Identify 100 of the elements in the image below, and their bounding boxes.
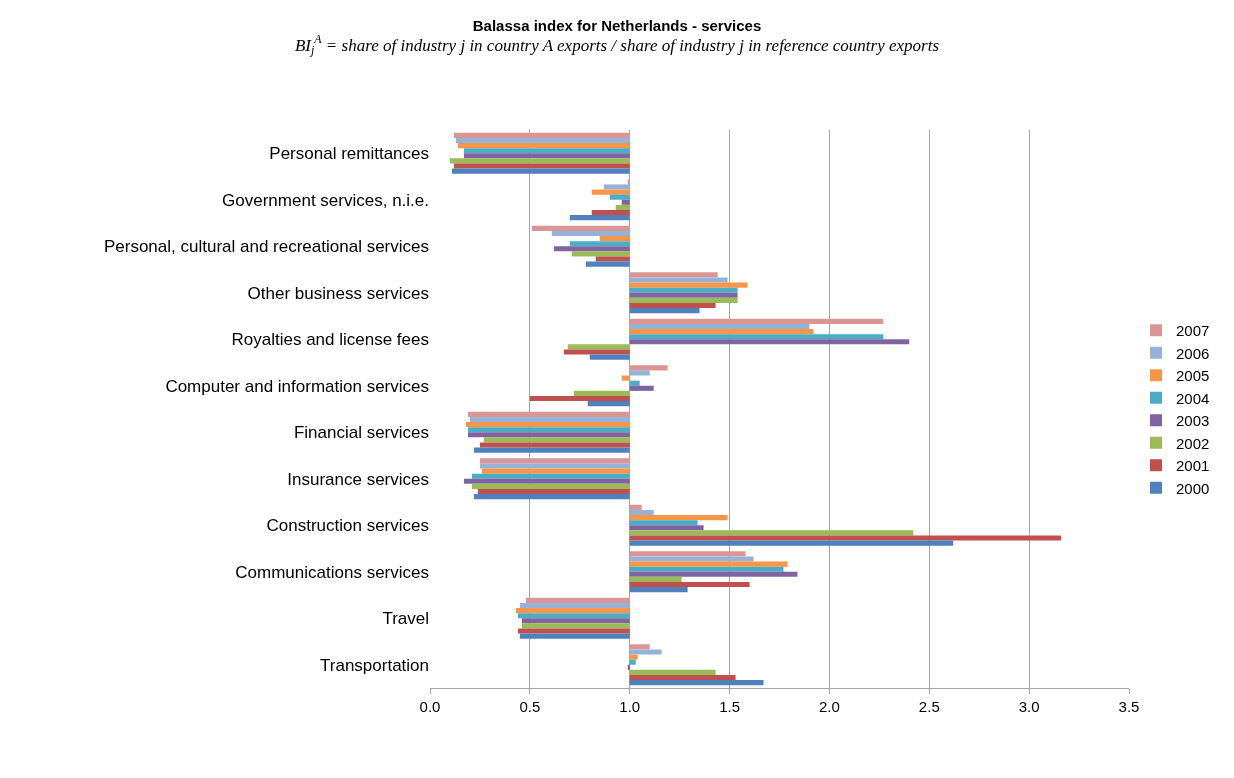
bar [629,649,662,655]
y-tick-label: Insurance services [287,469,429,489]
bar [629,520,698,526]
y-tick-label: Construction services [266,516,429,536]
bar [515,608,630,614]
bar [629,272,718,278]
bar [457,143,630,149]
bar [479,442,630,448]
bar [463,148,630,154]
bar [521,623,630,629]
bar [629,302,716,309]
x-tick-label: 0.5 [519,698,541,715]
legend-label: 2006 [1175,344,1210,362]
bar [551,230,630,237]
bar [591,209,630,216]
bar [453,132,630,138]
bar [587,401,630,407]
bar [629,571,798,577]
bar [569,215,630,221]
y-tick-label: Communications services [235,562,429,582]
bar [589,354,630,360]
bar [629,535,1062,541]
bar [615,204,630,210]
bar [629,329,814,335]
y-tick-label: Government services, n.i.e. [222,190,429,210]
bar [629,551,746,557]
bar [629,515,728,521]
bar [471,473,630,479]
legend-label: 2000 [1175,479,1210,497]
bar [629,674,736,681]
legend-label: 2002 [1175,434,1210,452]
bar [455,137,630,144]
bar [553,246,630,252]
bar [603,184,630,190]
x-tick-label: 3.0 [1018,698,1040,715]
legend-label: 2005 [1175,367,1210,385]
bar [629,292,738,298]
bar [629,365,668,371]
bar [519,602,630,609]
y-tick-label: Financial services [293,423,429,443]
bar [529,395,630,402]
bar [465,422,630,428]
bar [479,458,630,464]
y-tick-label: Travel [382,609,429,629]
x-tick-label: 0.0 [419,698,441,715]
bar [525,597,630,603]
bar [629,556,754,562]
bar [629,644,650,650]
bar [521,618,630,624]
legend-label: 2004 [1175,389,1210,407]
bar [629,380,640,386]
bar [585,261,630,267]
bar [471,483,630,489]
bar [629,339,910,345]
bar [599,236,630,242]
legend-label: 2007 [1175,322,1210,340]
bar [463,478,630,484]
chart-subtitle: BI$_{j}$$^{A}$ = share of industry j in country A exports / share of industry j in reference country exports [294,32,940,58]
x-tick-label: 1.0 [619,698,641,715]
y-tick-label: Personal remittances [269,144,429,164]
bar [467,427,630,433]
bar [591,189,630,195]
bar [453,163,630,169]
bar [629,504,642,510]
bar [629,509,654,516]
y-tick-label: Transportation [320,655,429,675]
bar [629,287,738,293]
y-tick-label: Other business services [247,283,429,303]
bar [629,540,954,546]
bar [519,633,630,639]
bar [629,323,810,330]
bar [629,680,764,686]
x-tick-label: 1.5 [719,698,740,715]
bar [629,587,688,593]
bar [481,468,630,474]
bar [451,168,630,174]
y-tick-label: Computer and information services [165,376,429,396]
bar [463,153,630,159]
bar [449,158,630,164]
bar [573,390,630,396]
y-tick-label: Royalties and license fees [231,330,429,350]
bar [621,199,630,205]
bar [629,566,784,572]
bar [467,432,630,438]
bar [469,416,630,423]
bar [629,318,884,324]
y-tick-label: Personal, cultural and recreational services [103,237,429,257]
bar [629,277,728,283]
bar [479,463,630,469]
bar [467,411,630,417]
bar [569,241,630,247]
bar [473,447,630,453]
bar [531,225,630,231]
bar [621,375,630,381]
bar [629,525,704,531]
legend-label: 2001 [1175,457,1210,475]
bar [629,370,650,376]
bar [595,256,630,262]
chart-title: Balassa index for Netherlands - services [472,17,762,35]
x-tick-label: 3.5 [1118,698,1140,715]
